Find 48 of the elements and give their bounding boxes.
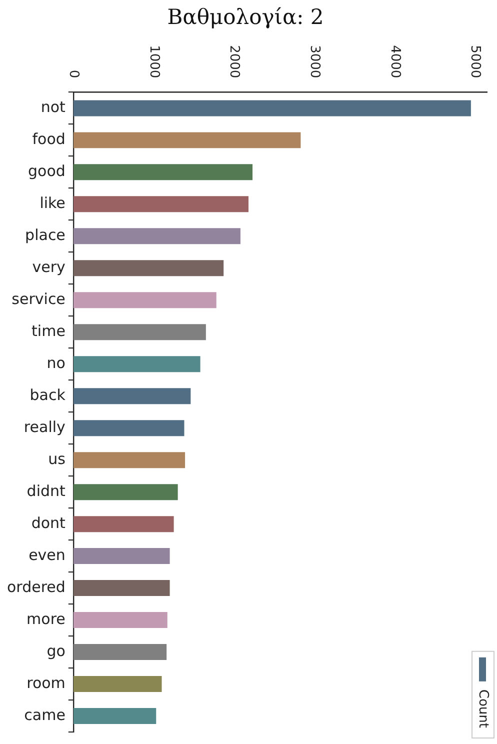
- y-tick-label: like: [40, 194, 66, 212]
- y-tick-label: ordered: [6, 578, 66, 596]
- y-tick-label: not: [40, 98, 66, 116]
- y-tick-label: good: [28, 162, 66, 180]
- y-tick-label: back: [30, 386, 66, 404]
- y-tick-label: dont: [31, 514, 66, 532]
- bar: [73, 484, 178, 500]
- bar: [73, 548, 170, 564]
- bar: [73, 260, 224, 276]
- y-tick-label: place: [25, 226, 66, 244]
- y-tick-label: time: [32, 322, 66, 340]
- y-tick-label: go: [46, 642, 66, 660]
- y-tick-label: really: [24, 418, 66, 436]
- y-tick-label: more: [26, 610, 66, 628]
- bar: [73, 708, 156, 724]
- y-tick-label: us: [48, 450, 66, 468]
- x-tick-label: 5000: [468, 45, 483, 78]
- bar: [73, 580, 170, 596]
- y-tick-label: service: [12, 290, 66, 308]
- x-tick-label: 3000: [306, 45, 322, 78]
- y-tick-label: even: [28, 546, 66, 564]
- bar: [73, 356, 200, 372]
- chart-title: Βαθμολογία: 2: [167, 5, 324, 30]
- bar: [73, 420, 184, 436]
- y-tick-label: came: [24, 706, 66, 724]
- bar: [73, 228, 240, 244]
- bar: [73, 324, 206, 340]
- bar: [73, 676, 162, 692]
- bar: [73, 132, 301, 148]
- bar: [73, 516, 174, 532]
- bar: [73, 292, 216, 308]
- bar: [73, 196, 248, 212]
- y-tick-label: food: [32, 130, 66, 148]
- bar: [73, 612, 168, 628]
- y-tick-label: didnt: [26, 482, 66, 500]
- x-tick-label: 0: [66, 70, 82, 78]
- bar: [73, 644, 167, 660]
- bar: [73, 100, 471, 116]
- x-tick-label: 2000: [226, 45, 242, 78]
- bar: [73, 164, 253, 180]
- bar: [73, 388, 191, 404]
- x-tick-label: 1000: [146, 45, 162, 78]
- y-tick-label: very: [32, 258, 66, 276]
- y-tick-label: room: [26, 674, 66, 692]
- bar: [73, 452, 186, 468]
- legend-label: Count: [476, 689, 491, 728]
- x-tick-label: 4000: [387, 45, 402, 78]
- y-tick-label: no: [46, 354, 66, 372]
